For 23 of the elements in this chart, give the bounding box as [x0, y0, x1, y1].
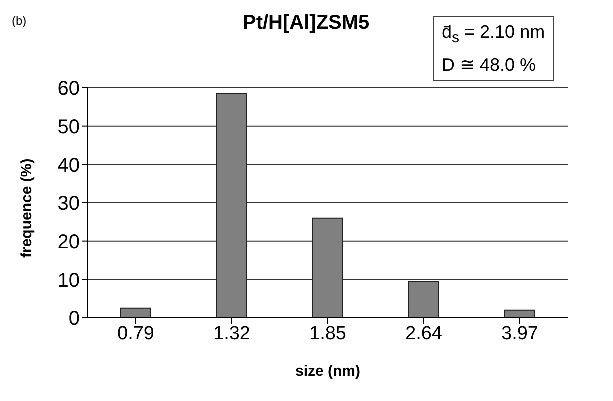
y-tick-label: 30	[58, 193, 80, 216]
x-tick-label: 2.64	[406, 323, 443, 344]
x-axis-title: size (nm)	[295, 363, 361, 380]
y-tick-label: 20	[58, 231, 80, 254]
bar	[216, 93, 248, 318]
y-tick-label: 50	[58, 116, 80, 138]
y-tick-label: 10	[58, 270, 80, 292]
x-tick-label: 0.79	[118, 323, 154, 344]
chart-title: Pt/H[Al]ZSM5	[243, 12, 370, 35]
y-tick-label: 0	[68, 308, 80, 330]
x-tick-label: 3.97	[502, 323, 538, 344]
x-tick-label: 1.32	[214, 323, 250, 344]
bar	[504, 310, 536, 318]
y-axis-title: frequence (%)	[18, 158, 36, 258]
bar	[408, 281, 440, 318]
y-tick-label: 60	[58, 78, 80, 100]
bar	[312, 218, 344, 318]
text: D ≅ 48.0 %	[442, 54, 538, 77]
bar	[120, 308, 152, 318]
text: d̄$_{s}$ = 2.10 nm	[442, 21, 546, 49]
text: (b)	[12, 14, 27, 28]
y-tick-label: 40	[58, 154, 80, 177]
x-tick-label: 1.85	[310, 323, 346, 344]
